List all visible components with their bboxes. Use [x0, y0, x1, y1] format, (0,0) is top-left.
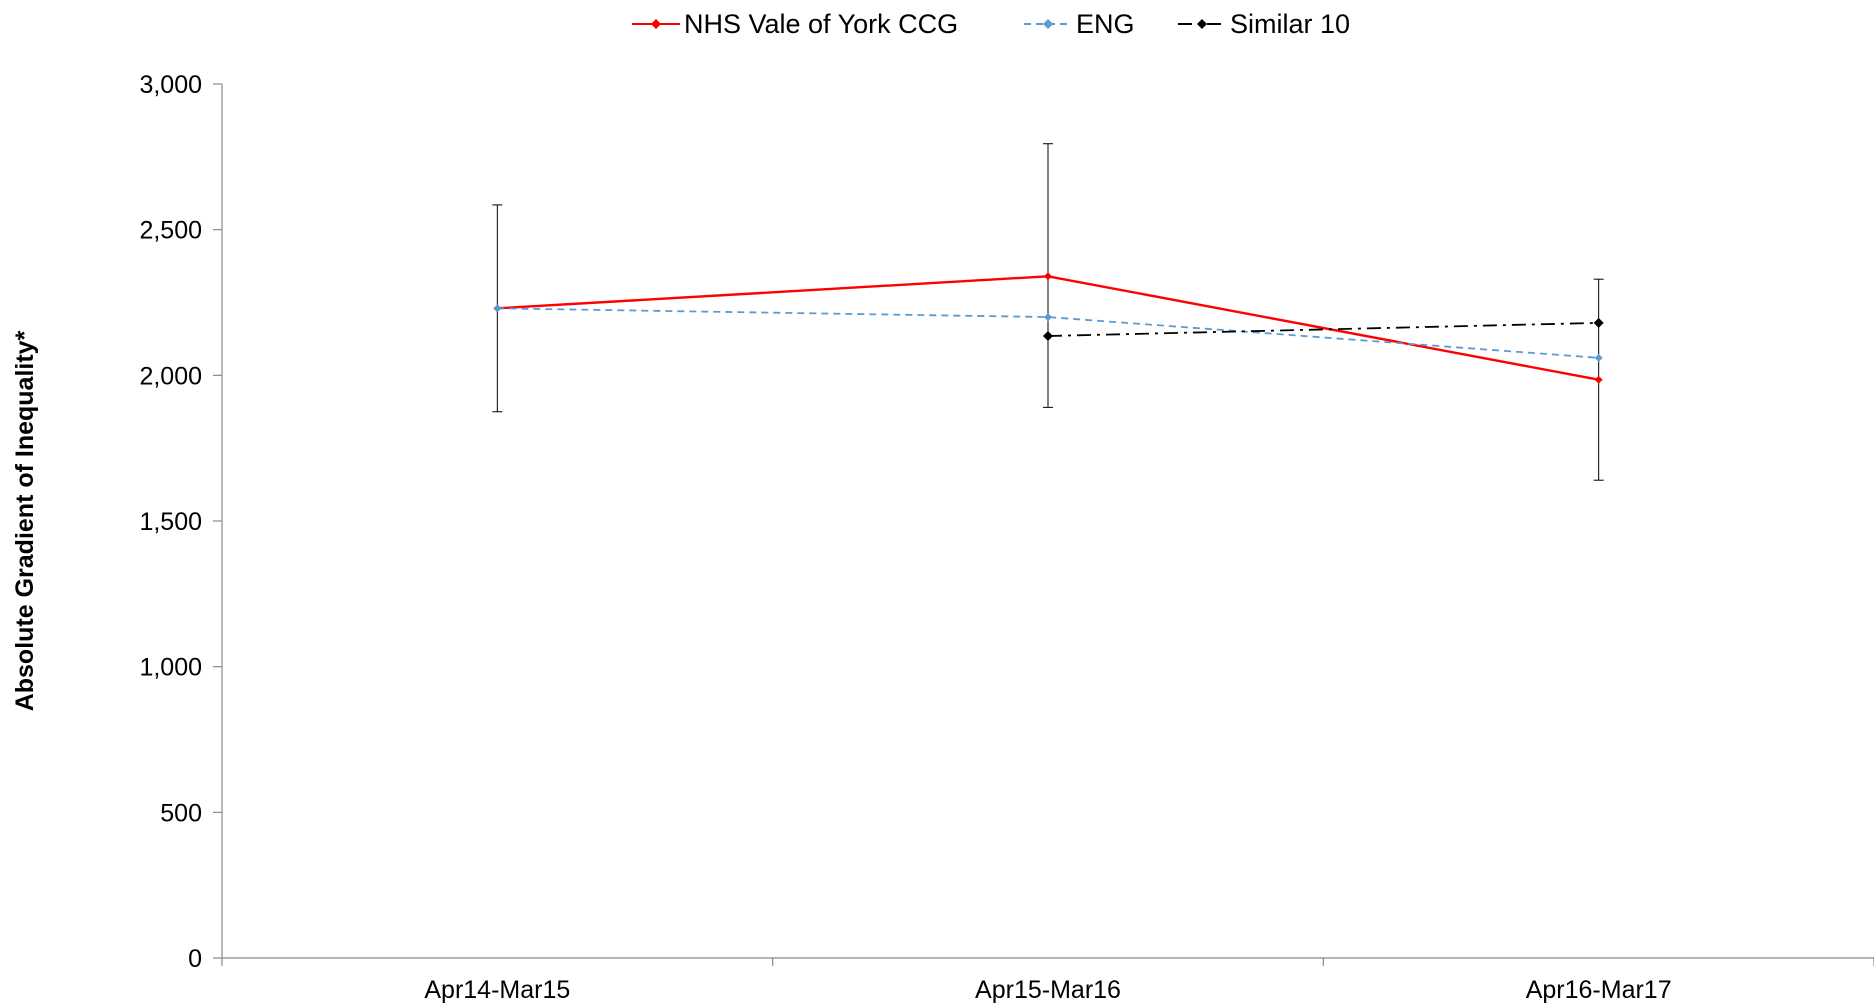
- x-axis: Apr14-Mar15 Apr15-Mar16 Apr16-Mar17: [221, 957, 1874, 1003]
- y-tick-label: 1,500: [139, 508, 202, 536]
- legend-label-0: NHS Vale of York CCG: [684, 9, 958, 39]
- error-bars: [492, 143, 1604, 481]
- y-tick-label: 0: [188, 945, 202, 973]
- x-tick-label: Apr14-Mar15: [424, 976, 570, 1003]
- legend: NHS Vale of York CCG ENG Similar 10: [632, 9, 1350, 39]
- legend-marker-2: [1197, 19, 1207, 29]
- series-marker-1: [1594, 353, 1603, 362]
- series-marker-1: [493, 304, 502, 313]
- legend-label-1: ENG: [1076, 9, 1135, 39]
- y-tick-label: 3,000: [139, 71, 202, 99]
- y-tick-label: 2,500: [139, 217, 202, 245]
- legend-marker-1: [1043, 19, 1053, 29]
- y-tick-label: 1,000: [139, 654, 202, 682]
- series-marker-0: [1594, 375, 1603, 384]
- series-marker-1: [1044, 313, 1052, 322]
- legend-label-2: Similar 10: [1230, 9, 1350, 39]
- series-line-1: [497, 307, 1599, 359]
- series-marker-0: [1044, 272, 1052, 281]
- y-axis-title: Absolute Gradient of Inequality*: [11, 330, 39, 711]
- series-marker-2: [1593, 317, 1604, 328]
- y-tick-label: 2,000: [139, 362, 202, 390]
- series-markers: [493, 272, 1604, 384]
- series-line-2: [1047, 321, 1599, 337]
- y-tick-label: 500: [160, 799, 202, 827]
- x-tick-label: Apr15-Mar16: [975, 976, 1121, 1003]
- y-axis: 0 500 1,000 1,500 2,000 2,500 3,000: [139, 71, 223, 973]
- series-marker-2: [1043, 331, 1053, 342]
- legend-marker-0: [651, 19, 661, 29]
- x-tick-label: Apr16-Mar17: [1526, 976, 1672, 1003]
